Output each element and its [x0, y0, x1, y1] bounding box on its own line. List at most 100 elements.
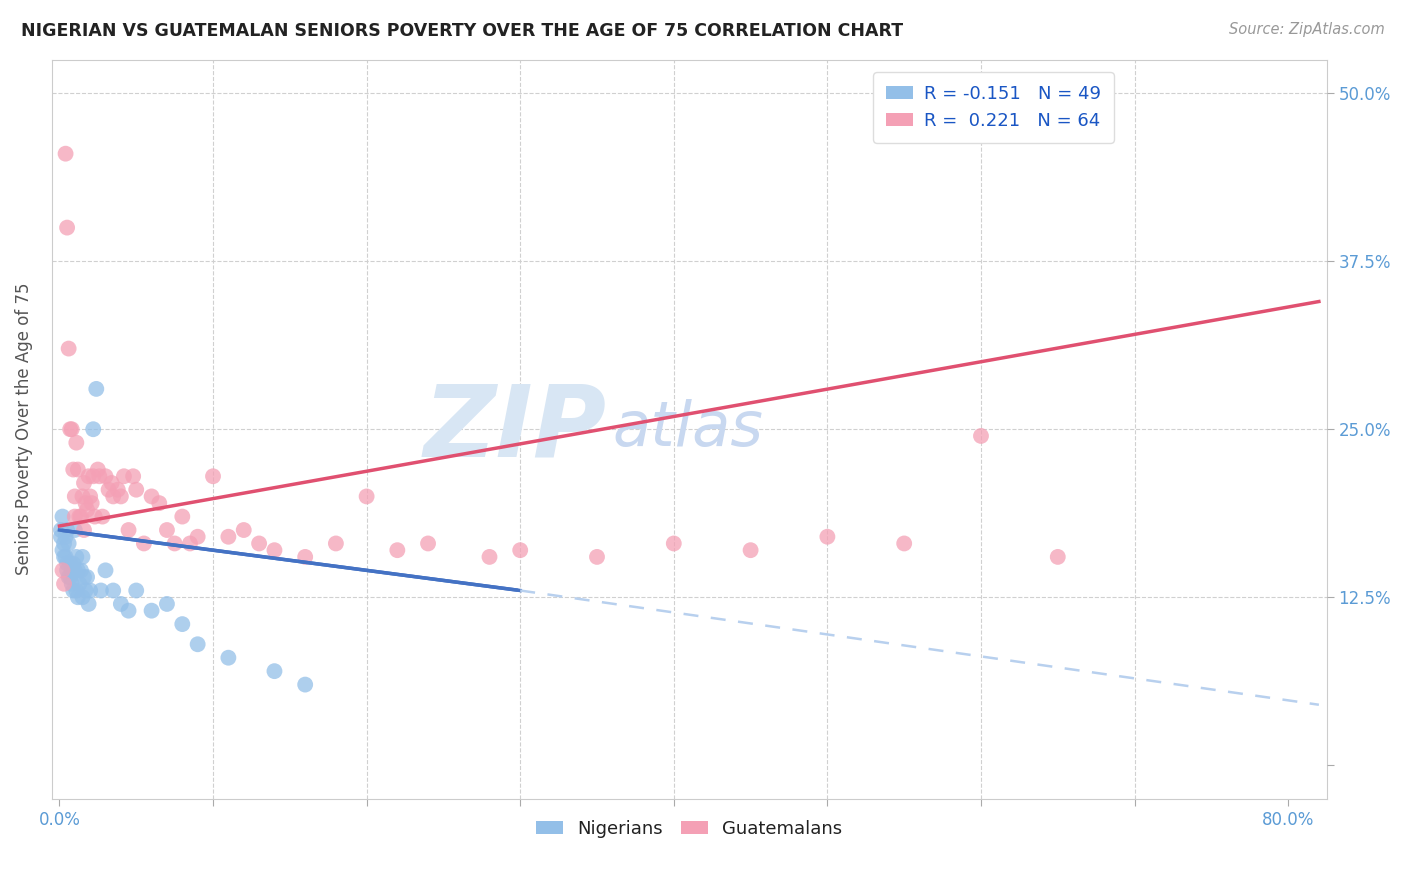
- Point: [187, 530, 209, 544]
- Point: [970, 429, 993, 443]
- Point: [100, 475, 122, 490]
- Point: [172, 617, 194, 632]
- Point: [416, 536, 439, 550]
- Point: [356, 490, 378, 504]
- Point: [172, 509, 194, 524]
- Point: [125, 583, 148, 598]
- Point: [163, 536, 186, 550]
- Point: [294, 549, 316, 564]
- Point: [117, 523, 139, 537]
- Point: [63, 523, 86, 537]
- Point: [89, 469, 111, 483]
- Point: [72, 591, 94, 605]
- Point: [56, 220, 79, 235]
- Point: [156, 597, 179, 611]
- Point: [76, 570, 98, 584]
- Text: atlas: atlas: [613, 400, 763, 459]
- Text: ZIP: ZIP: [423, 381, 606, 478]
- Point: [73, 475, 96, 490]
- Point: [740, 543, 762, 558]
- Point: [77, 597, 100, 611]
- Point: [263, 543, 285, 558]
- Point: [90, 583, 112, 598]
- Point: [59, 422, 82, 436]
- Point: [179, 536, 201, 550]
- Point: [83, 509, 105, 524]
- Point: [56, 523, 79, 537]
- Point: [49, 530, 72, 544]
- Point: [55, 530, 77, 544]
- Point: [586, 549, 609, 564]
- Point: [56, 557, 79, 571]
- Point: [63, 509, 86, 524]
- Point: [91, 509, 114, 524]
- Point: [60, 576, 83, 591]
- Point: [73, 570, 96, 584]
- Point: [58, 570, 80, 584]
- Point: [141, 604, 163, 618]
- Point: [60, 563, 83, 577]
- Point: [148, 496, 170, 510]
- Point: [187, 637, 209, 651]
- Point: [53, 576, 76, 591]
- Point: [103, 490, 125, 504]
- Point: [247, 536, 270, 550]
- Point: [94, 469, 117, 483]
- Point: [94, 563, 117, 577]
- Legend: Nigerians, Guatemalans: Nigerians, Guatemalans: [529, 813, 849, 846]
- Point: [893, 536, 915, 550]
- Point: [80, 496, 103, 510]
- Point: [62, 462, 84, 476]
- Point: [63, 490, 86, 504]
- Point: [67, 576, 90, 591]
- Point: [815, 530, 838, 544]
- Point: [53, 536, 76, 550]
- Point: [66, 591, 89, 605]
- Point: [217, 650, 239, 665]
- Point: [478, 549, 501, 564]
- Point: [110, 490, 132, 504]
- Point: [125, 483, 148, 497]
- Point: [59, 557, 82, 571]
- Point: [49, 523, 72, 537]
- Point: [117, 604, 139, 618]
- Point: [75, 583, 97, 598]
- Point: [53, 549, 76, 564]
- Point: [56, 563, 79, 577]
- Point: [84, 382, 107, 396]
- Point: [58, 342, 80, 356]
- Point: [77, 469, 100, 483]
- Point: [103, 583, 125, 598]
- Point: [1046, 549, 1069, 564]
- Point: [79, 490, 101, 504]
- Point: [202, 469, 225, 483]
- Point: [156, 523, 179, 537]
- Point: [76, 503, 98, 517]
- Point: [263, 664, 285, 678]
- Point: [232, 523, 254, 537]
- Point: [82, 469, 104, 483]
- Point: [55, 146, 77, 161]
- Point: [217, 530, 239, 544]
- Point: [107, 483, 129, 497]
- Y-axis label: Seniors Poverty Over the Age of 75: Seniors Poverty Over the Age of 75: [15, 283, 32, 575]
- Point: [65, 549, 87, 564]
- Point: [73, 523, 96, 537]
- Point: [122, 469, 145, 483]
- Point: [51, 543, 73, 558]
- Point: [79, 583, 101, 598]
- Text: NIGERIAN VS GUATEMALAN SENIORS POVERTY OVER THE AGE OF 75 CORRELATION CHART: NIGERIAN VS GUATEMALAN SENIORS POVERTY O…: [21, 22, 903, 40]
- Point: [67, 509, 90, 524]
- Point: [63, 563, 86, 577]
- Point: [141, 490, 163, 504]
- Point: [72, 490, 94, 504]
- Point: [58, 536, 80, 550]
- Point: [70, 509, 93, 524]
- Point: [70, 563, 93, 577]
- Point: [387, 543, 409, 558]
- Point: [294, 677, 316, 691]
- Point: [132, 536, 155, 550]
- Point: [51, 509, 73, 524]
- Point: [87, 462, 110, 476]
- Point: [325, 536, 347, 550]
